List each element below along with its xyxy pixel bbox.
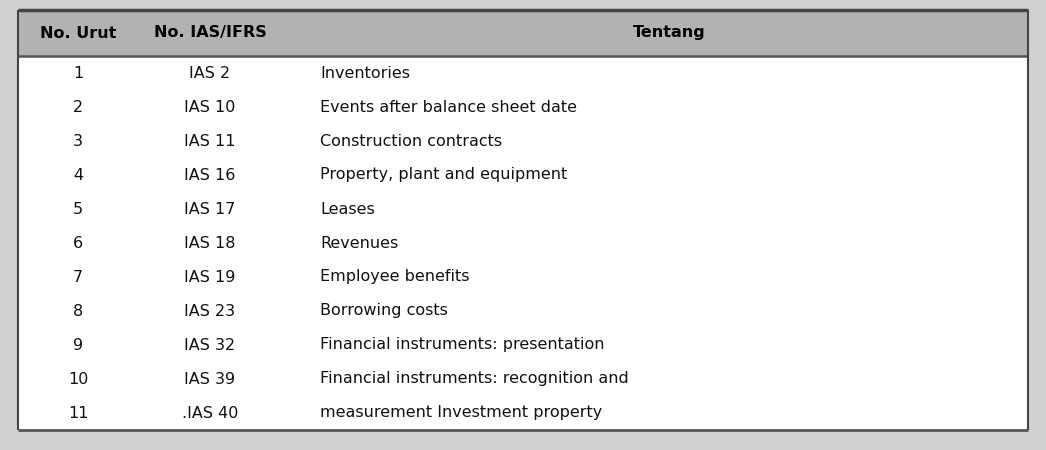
Text: 9: 9 (73, 338, 83, 352)
Text: 3: 3 (73, 134, 83, 149)
Text: 4: 4 (73, 167, 83, 183)
Bar (18, 56, 1028, 430)
Text: .IAS 40: .IAS 40 (182, 405, 238, 420)
Text: 8: 8 (73, 303, 83, 319)
Text: No. Urut: No. Urut (40, 26, 116, 40)
Text: Construction contracts: Construction contracts (320, 134, 502, 149)
Text: Financial instruments: recognition and: Financial instruments: recognition and (320, 372, 629, 387)
Text: Leases: Leases (320, 202, 374, 216)
Text: Tentang: Tentang (633, 26, 705, 40)
Text: 5: 5 (73, 202, 83, 216)
Text: No. IAS/IFRS: No. IAS/IFRS (154, 26, 267, 40)
Text: Borrowing costs: Borrowing costs (320, 303, 448, 319)
Text: IAS 11: IAS 11 (184, 134, 235, 149)
Text: Inventories: Inventories (320, 66, 410, 81)
Text: IAS 10: IAS 10 (184, 99, 235, 114)
Text: Financial instruments: presentation: Financial instruments: presentation (320, 338, 605, 352)
Text: IAS 2: IAS 2 (189, 66, 230, 81)
Text: IAS 32: IAS 32 (184, 338, 235, 352)
Text: IAS 18: IAS 18 (184, 235, 235, 251)
Text: Events after balance sheet date: Events after balance sheet date (320, 99, 577, 114)
Text: IAS 39: IAS 39 (184, 372, 235, 387)
Text: IAS 23: IAS 23 (184, 303, 235, 319)
Text: Employee benefits: Employee benefits (320, 270, 470, 284)
Bar (18, 10, 1028, 56)
Text: 11: 11 (68, 405, 88, 420)
Text: 7: 7 (73, 270, 83, 284)
Text: IAS 16: IAS 16 (184, 167, 235, 183)
Text: Property, plant and equipment: Property, plant and equipment (320, 167, 567, 183)
Text: IAS 19: IAS 19 (184, 270, 235, 284)
Text: 6: 6 (73, 235, 83, 251)
Text: 1: 1 (73, 66, 83, 81)
Text: 10: 10 (68, 372, 88, 387)
Text: 2: 2 (73, 99, 83, 114)
Text: Revenues: Revenues (320, 235, 399, 251)
Text: measurement Investment property: measurement Investment property (320, 405, 602, 420)
Text: IAS 17: IAS 17 (184, 202, 235, 216)
